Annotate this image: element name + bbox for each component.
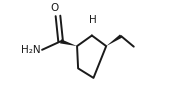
Polygon shape — [60, 39, 77, 46]
Polygon shape — [106, 34, 122, 46]
Text: O: O — [51, 3, 59, 13]
Text: H₂N: H₂N — [21, 45, 41, 55]
Text: H: H — [89, 15, 97, 25]
